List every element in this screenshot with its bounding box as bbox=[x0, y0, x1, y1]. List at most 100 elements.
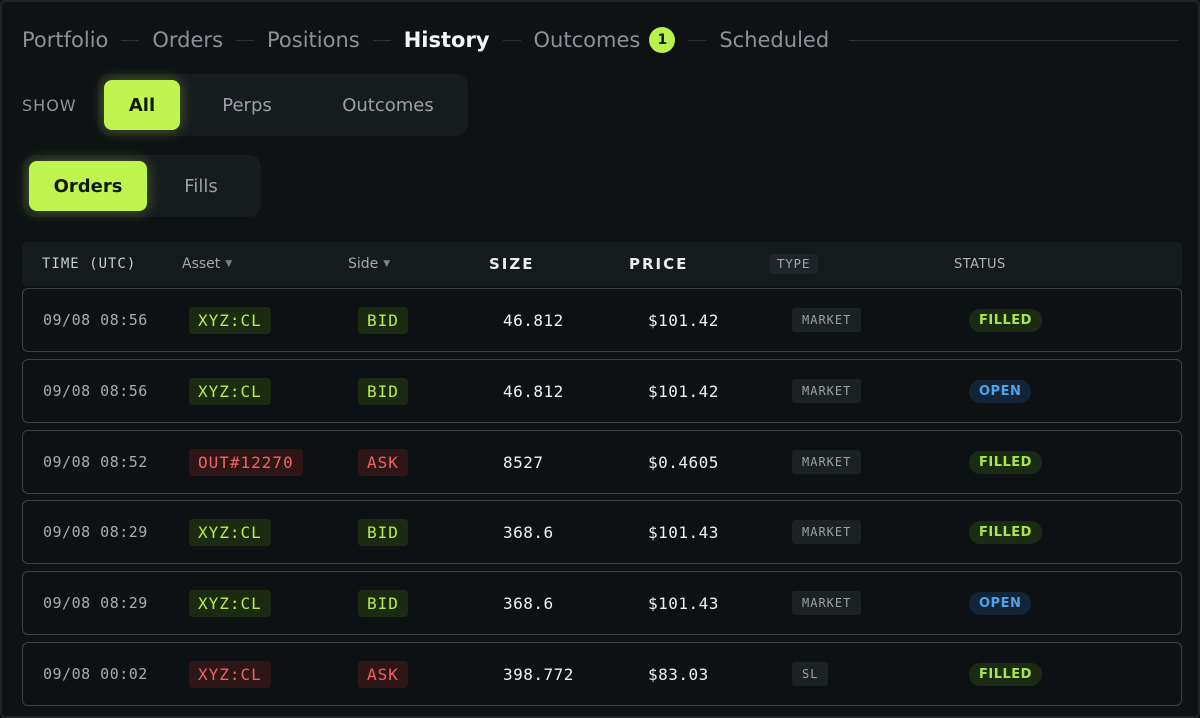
tab-positions[interactable]: Positions bbox=[267, 28, 360, 52]
status-badge-cell: FILLED bbox=[969, 501, 1042, 563]
header-label: Asset bbox=[182, 256, 221, 272]
order-price-cell: $101.42 bbox=[648, 360, 719, 422]
order-time-cell: 09/08 08:56 bbox=[43, 360, 148, 422]
tab-history[interactable]: History bbox=[404, 28, 490, 52]
column-header-side[interactable]: Side ▼ bbox=[348, 242, 390, 286]
order-type-tag: SL bbox=[792, 662, 829, 686]
asset-symbol[interactable]: OUT#12270 bbox=[189, 448, 303, 476]
order-size: 46.812 bbox=[503, 381, 564, 401]
order-size: 368.6 bbox=[503, 522, 554, 542]
asset-symbol-cell: XYZ:CL bbox=[189, 643, 271, 705]
header-label: PRICE bbox=[629, 255, 689, 273]
order-type-tag: MARKET bbox=[792, 450, 862, 474]
order-size: 46.812 bbox=[503, 310, 564, 330]
column-header-price[interactable]: PRICE bbox=[629, 242, 688, 286]
show-filter: SHOW All Perps Outcomes bbox=[22, 74, 468, 136]
status-badge-cell: FILLED bbox=[969, 289, 1042, 351]
nav-divider bbox=[121, 39, 140, 41]
order-size: 8527 bbox=[503, 452, 544, 472]
column-header-size[interactable]: SIZE bbox=[489, 242, 535, 286]
side-tag-cell: BID bbox=[358, 289, 408, 351]
fills-view-button[interactable]: Fills bbox=[184, 175, 218, 197]
order-price: $101.43 bbox=[648, 522, 719, 542]
side-tag: ASK bbox=[358, 448, 408, 476]
status-badge-cell: FILLED bbox=[969, 643, 1042, 705]
asset-symbol-cell: OUT#12270 bbox=[189, 431, 303, 493]
status-badge: FILLED bbox=[969, 308, 1042, 332]
order-type-tag-cell: SL bbox=[792, 643, 829, 705]
table-header: TIME (UTC) Asset ▼ Side ▼ SIZE PRICE TYPE … bbox=[22, 242, 1182, 286]
asset-symbol-cell: XYZ:CL bbox=[189, 572, 271, 634]
order-price: $0.4605 bbox=[648, 452, 719, 472]
table-row[interactable]: 09/08 08:29 XYZ:CL BID 368.6 $101.43 MARKET OP… bbox=[22, 571, 1182, 635]
header-label: TYPE bbox=[769, 254, 819, 274]
side-tag: BID bbox=[358, 518, 408, 546]
side-tag: BID bbox=[358, 377, 408, 405]
view-toggle: Orders Fills bbox=[23, 155, 261, 217]
filter-all-button[interactable]: All bbox=[104, 80, 180, 130]
nav-divider bbox=[236, 39, 255, 41]
sort-caret-icon: ▼ bbox=[225, 259, 233, 269]
asset-symbol[interactable]: XYZ:CL bbox=[189, 377, 271, 405]
order-size-cell: 398.772 bbox=[503, 643, 574, 705]
tab-orders[interactable]: Orders bbox=[152, 28, 223, 52]
order-size-cell: 46.812 bbox=[503, 289, 564, 351]
asset-symbol[interactable]: XYZ:CL bbox=[189, 660, 271, 688]
orders-view-button[interactable]: Orders bbox=[29, 161, 147, 211]
column-header-status[interactable]: STATUS bbox=[954, 242, 1006, 286]
order-price-cell: $101.42 bbox=[648, 289, 719, 351]
table-row[interactable]: 09/08 08:29 XYZ:CL BID 368.6 $101.43 MARKET FI… bbox=[22, 500, 1182, 564]
side-tag-cell: BID bbox=[358, 501, 408, 563]
order-price-cell: $101.43 bbox=[648, 572, 719, 634]
column-header-asset[interactable]: Asset ▼ bbox=[182, 242, 232, 286]
header-label: STATUS bbox=[954, 256, 1006, 272]
order-size-cell: 368.6 bbox=[503, 572, 554, 634]
side-tag: BID bbox=[358, 306, 408, 334]
table-row[interactable]: 09/08 08:56 XYZ:CL BID 46.812 $101.42 MARKET F… bbox=[22, 288, 1182, 352]
market-filter-segmented: All Perps Outcomes bbox=[98, 74, 468, 136]
tab-portfolio[interactable]: Portfolio bbox=[22, 28, 108, 52]
asset-symbol[interactable]: XYZ:CL bbox=[189, 306, 271, 334]
order-time: 09/08 00:02 bbox=[43, 665, 148, 683]
order-size-cell: 46.812 bbox=[503, 360, 564, 422]
show-label: SHOW bbox=[22, 95, 77, 115]
asset-symbol[interactable]: XYZ:CL bbox=[189, 518, 271, 546]
column-header-time[interactable]: TIME (UTC) bbox=[42, 242, 136, 286]
asset-symbol[interactable]: XYZ:CL bbox=[189, 589, 271, 617]
order-time: 09/08 08:29 bbox=[43, 594, 148, 612]
top-nav: Portfolio Orders Positions History Outco… bbox=[22, 24, 1178, 56]
status-badge: OPEN bbox=[969, 591, 1032, 615]
orders-fills-segmented: Orders Fills bbox=[23, 155, 261, 217]
nav-divider bbox=[502, 39, 521, 41]
order-time-cell: 09/08 08:29 bbox=[43, 572, 148, 634]
column-header-type[interactable]: TYPE bbox=[769, 242, 819, 286]
table-row[interactable]: 09/08 08:52 OUT#12270 ASK 8527 $0.4605 MARKET… bbox=[22, 430, 1182, 494]
order-size: 368.6 bbox=[503, 593, 554, 613]
tab-label: History bbox=[403, 28, 490, 52]
order-time: 09/08 08:56 bbox=[43, 382, 148, 400]
status-badge-cell: OPEN bbox=[969, 360, 1032, 422]
filter-perps-button[interactable]: Perps bbox=[222, 94, 272, 116]
tab-label: Positions bbox=[267, 28, 360, 52]
order-type-tag: MARKET bbox=[792, 591, 862, 615]
order-time: 09/08 08:52 bbox=[43, 453, 148, 471]
tab-outcomes[interactable]: Outcomes 1 bbox=[534, 27, 676, 53]
asset-symbol-cell: XYZ:CL bbox=[189, 289, 271, 351]
order-size-cell: 8527 bbox=[503, 431, 544, 493]
status-badge: FILLED bbox=[969, 450, 1042, 474]
order-type-tag-cell: MARKET bbox=[792, 431, 862, 493]
table-row[interactable]: 09/08 00:02 XYZ:CL ASK 398.772 $83.03 SL FILLE… bbox=[22, 642, 1182, 706]
tab-scheduled[interactable]: Scheduled bbox=[719, 28, 829, 52]
order-size: 398.772 bbox=[503, 664, 574, 684]
nav-divider-line bbox=[849, 39, 1178, 41]
side-tag-cell: ASK bbox=[358, 431, 408, 493]
order-price-cell: $0.4605 bbox=[648, 431, 719, 493]
filter-outcomes-button[interactable]: Outcomes bbox=[342, 94, 434, 116]
table-row[interactable]: 09/08 08:56 XYZ:CL BID 46.812 $101.42 MARKET O… bbox=[22, 359, 1182, 423]
order-price: $101.42 bbox=[648, 381, 719, 401]
order-size-cell: 368.6 bbox=[503, 501, 554, 563]
asset-symbol-cell: XYZ:CL bbox=[189, 360, 271, 422]
side-tag: BID bbox=[358, 589, 408, 617]
order-type-tag: MARKET bbox=[792, 379, 862, 403]
sort-caret-icon: ▼ bbox=[383, 259, 391, 269]
